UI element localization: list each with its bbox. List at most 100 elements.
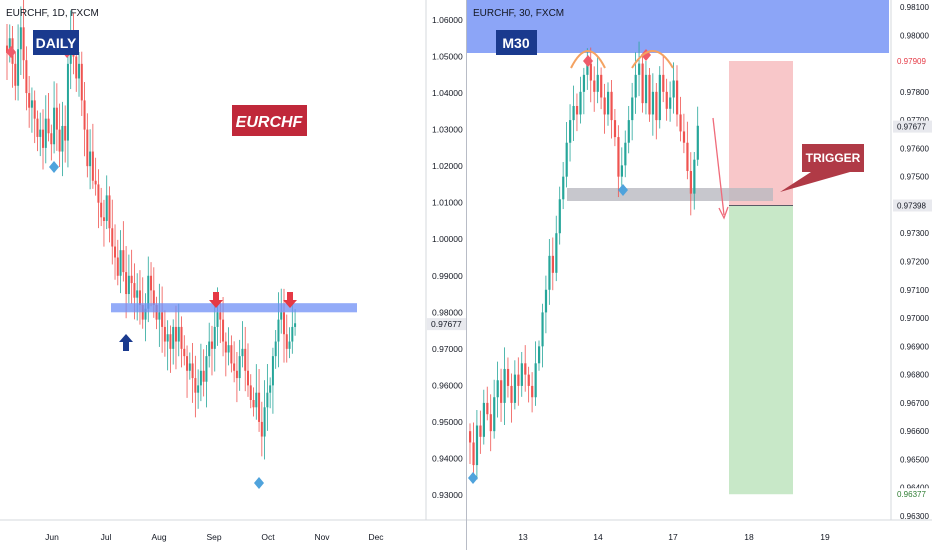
daily-resistance-zone[interactable] [111,303,357,313]
m30-candle-body [565,142,568,177]
trigger-label: TRIGGER [806,151,861,165]
daily-candle-body [224,341,227,353]
daily-candle-body [283,312,285,335]
daily-candle-body [19,27,22,50]
daily-candle-body [230,345,233,364]
daily-time-tick: Nov [314,532,330,542]
m30-projection-line [712,117,725,216]
m30-entry-price-tag-bg [893,199,932,212]
m30-price-tick: 0.97000 [900,314,929,323]
daily-candle-body [288,341,291,349]
daily-candle-body [202,370,205,382]
m30-candle-body [634,74,637,98]
daily-candle-body [108,195,111,229]
m30-support-zone[interactable] [567,188,773,201]
daily-price-tick: 1.03000 [432,125,463,135]
daily-candle-body [28,93,31,108]
m30-candle-body [596,74,599,92]
daily-swing-high-diamond [6,46,16,58]
m30-candle-body [648,74,651,115]
m30-take-profit-zone[interactable] [729,205,793,495]
daily-candle-body [125,272,128,295]
daily-candle-body [58,129,61,152]
daily-candle-body [294,323,297,327]
daily-candle-body [291,326,294,342]
m30-candle-body [582,74,586,92]
m30-stop-loss-zone[interactable] [729,61,793,206]
daily-chart-panel[interactable]: DAILY EURCHF 1.06000 1.05000 1.04000 1.03000… [0,0,467,550]
daily-chart-canvas[interactable]: DAILY EURCHF 1.06000 1.05000 1.04000 1.03000… [0,0,467,550]
daily-price-tick: 1.01000 [432,198,463,208]
daily-candle-body [210,341,213,349]
m30-swing-high-diamond [583,55,593,67]
daily-time-tick: Sep [206,532,221,542]
m30-time-tick: 18 [744,532,754,542]
m30-price-tick: 0.96900 [900,342,929,351]
daily-swing-low-diamond [254,477,264,489]
m30-candle-body [586,63,589,75]
m30-candle-body [600,74,603,98]
daily-candle-body [166,334,169,342]
m30-candle-body [510,385,513,403]
daily-candle-body [238,356,241,379]
m30-candle-body [575,105,579,115]
daily-candle-body [255,392,258,408]
m30-resistance-zone[interactable] [467,0,889,53]
daily-price-axis-bg [426,0,467,550]
daily-candle-body [44,118,47,148]
daily-candle-body [64,125,67,141]
daily-candle-body [42,129,45,148]
daily-time-tick: Dec [368,532,384,542]
daily-candle-body [8,38,11,53]
m30-chart-panel[interactable]: M30 TRIGGER 0.98100 0.98000 0.97800 0.97700 0… [467,0,932,550]
daily-candle-body [119,250,122,276]
m30-price-tick: 0.96500 [900,455,929,464]
m30-candle-body [686,142,689,172]
daily-candle-body [55,107,58,130]
m30-candle-body [644,74,648,104]
daily-price-tick: 1.05000 [432,52,463,62]
m30-candle-body [589,63,592,81]
daily-candle-body [150,275,153,291]
daily-candle-body [208,341,211,357]
daily-price-tick: 0.99000 [432,271,463,281]
daily-candle-body [105,195,108,221]
m30-candle-body [520,363,523,386]
m30-chart-title: EURCHF, 30, FXCM [473,8,565,19]
daily-candle-body [172,326,175,349]
daily-candle-body [100,202,103,218]
m30-candle-body [558,199,561,234]
m30-candle-body [676,80,679,115]
daily-candle-body [36,118,39,137]
daily-candle-body [133,283,136,298]
m30-swing-low-diamond [468,472,478,484]
daily-candle-body [213,326,216,349]
daily-last-price-tag [427,318,467,331]
daily-candle-body [266,392,269,408]
daily-candle-body [89,151,92,167]
m30-time-tick: 19 [820,532,830,542]
daily-time-tick: Oct [261,532,275,542]
daily-candle-body [260,421,263,437]
m30-current-price-tag-bg [893,120,932,133]
daily-candle-body [17,49,20,86]
panel-divider[interactable] [466,0,467,550]
daily-candle-body [244,348,247,371]
m30-stop-price-tag: 0.97909 [897,57,926,66]
m30-candle-body [544,289,548,313]
m30-candle-body [482,402,485,437]
daily-candle-body [177,326,180,342]
m30-candle-body [551,255,554,273]
daily-buy-arrow-icon [119,334,133,351]
daily-candle-body [277,319,280,342]
m30-candle-body [624,142,627,166]
m30-price-axis: 0.98100 0.98000 0.97800 0.97700 0.97600 0.975… [890,0,932,550]
daily-candle-body [22,27,25,61]
daily-candle-body [174,326,177,342]
m30-candle-body [469,431,472,443]
m30-candle-body [562,176,565,200]
m30-zones [467,0,889,495]
m30-candle-body [669,97,672,109]
m30-candle-body [524,363,527,375]
